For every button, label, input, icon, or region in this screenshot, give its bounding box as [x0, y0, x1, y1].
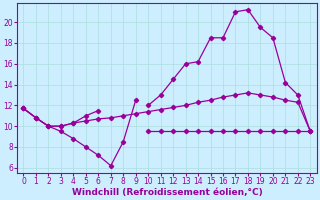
X-axis label: Windchill (Refroidissement éolien,°C): Windchill (Refroidissement éolien,°C)	[72, 188, 262, 197]
